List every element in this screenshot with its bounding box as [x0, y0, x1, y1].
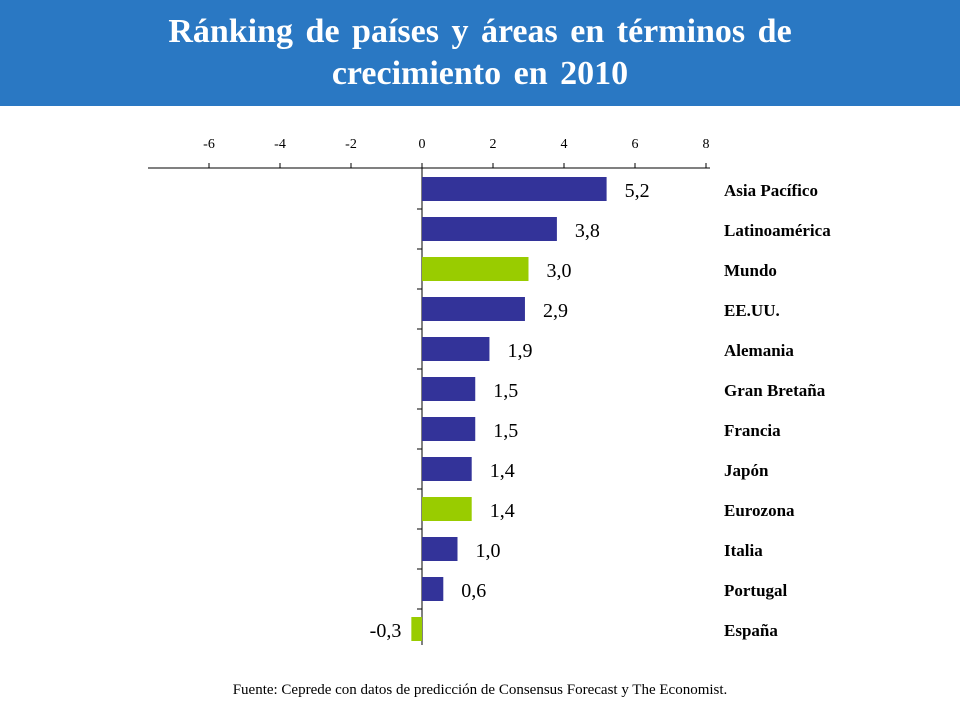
data-label: -0,3 [370, 620, 402, 642]
bar [422, 457, 472, 481]
x-tick-label: -4 [274, 137, 286, 152]
bar [422, 217, 557, 241]
data-label: 3,8 [575, 220, 600, 242]
bar [422, 377, 476, 401]
category-label: Mundo [724, 261, 777, 280]
bar [422, 537, 458, 561]
data-label: 5,2 [625, 180, 650, 202]
data-label: 0,6 [461, 580, 486, 602]
category-label: Gran Bretaña [724, 381, 826, 400]
x-tick-label: -6 [203, 137, 215, 152]
category-label: Japón [724, 461, 769, 480]
x-tick-label: 2 [490, 137, 497, 152]
bar [422, 577, 444, 601]
x-tick-label: 8 [703, 137, 710, 152]
bar [422, 177, 607, 201]
data-label: 1,0 [476, 540, 501, 562]
data-label: 1,9 [507, 340, 532, 362]
source-note: Fuente: Ceprede con datos de predicción … [232, 682, 728, 698]
bar [422, 297, 525, 321]
x-tick-label: 4 [561, 137, 568, 152]
bar [422, 337, 490, 361]
category-label: España [724, 621, 778, 640]
x-tick-label: -2 [345, 137, 357, 152]
x-tick-label: 0 [419, 137, 426, 152]
page-title: Ránking de países y áreas en términos de… [168, 13, 792, 92]
category-label: Eurozona [724, 501, 795, 520]
data-label: 1,5 [493, 420, 518, 442]
data-label: 1,4 [490, 460, 515, 482]
category-label: Asia Pacífico [724, 181, 818, 200]
title-banner: Ránking de países y áreas en términos de… [0, 0, 960, 106]
category-label: Alemania [724, 341, 794, 360]
bar [422, 417, 476, 441]
bar [422, 497, 472, 521]
data-label: 3,0 [547, 260, 572, 282]
x-tick-label: 6 [632, 137, 639, 152]
bar [422, 257, 529, 281]
category-label: EE.UU. [724, 301, 780, 320]
data-label: 1,5 [493, 380, 518, 402]
category-label: Portugal [724, 581, 788, 600]
category-label: Francia [724, 421, 781, 440]
category-label: Latinoamérica [724, 221, 831, 240]
category-label: Italia [724, 541, 763, 560]
data-label: 1,4 [490, 500, 515, 522]
data-label: 2,9 [543, 300, 568, 322]
bar [411, 617, 422, 641]
